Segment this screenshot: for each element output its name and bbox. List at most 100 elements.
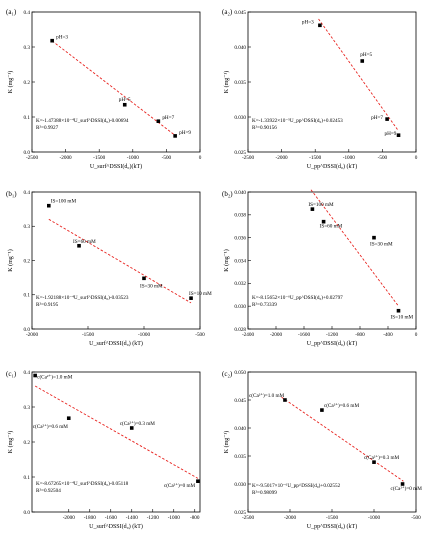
r-squared: R²=0.90156 — [252, 125, 277, 131]
point-annotation: IS=10 mM — [189, 291, 212, 297]
y-tick-label: 0.4 — [24, 190, 31, 196]
panel-label: (c₂) — [222, 370, 233, 378]
x-tick-label: -1000 — [368, 515, 381, 521]
data-point — [385, 117, 389, 121]
fit-line — [34, 385, 199, 479]
x-axis-title: U_pp^DSSI(d₀) (kT) — [307, 163, 357, 170]
x-tick-label: -1500 — [326, 515, 339, 521]
point-annotation: pH=5 — [119, 97, 131, 103]
data-point — [66, 416, 71, 420]
r-squared: R²=0.73339 — [252, 302, 277, 308]
y-axis-title: K (mg⁻¹) — [7, 431, 14, 453]
data-point — [142, 276, 146, 281]
plot-frame — [31, 191, 201, 330]
fit-equation: K=-8.67265×10⁻⁴U_surf^DSSI(d₀)-0.05118 — [36, 480, 129, 487]
r-squared: R²=0.92504 — [36, 488, 61, 494]
x-tick-label: -2000 — [63, 515, 76, 521]
x-axis-title: U_surf^DSSI(d₀)(kT) — [90, 163, 142, 170]
point-annotation: c(Ca²⁺)=0.3 mM — [364, 454, 400, 461]
y-axis-title: K (mg⁻¹) — [7, 71, 14, 93]
fit-line — [310, 189, 399, 307]
point-annotation: c(Ca²⁺)=0 mM — [391, 485, 423, 492]
chart-panel-3: -2000 -1500 -1000 -500 0.0 0.1 0.2 0.3 0.4 IS=100… — [6, 190, 212, 347]
y-tick-label: 0.045 — [234, 398, 246, 404]
y-tick-label: 0.0 — [24, 327, 31, 333]
point-annotation: pH=5 — [360, 52, 372, 58]
x-tick-label: -1400 — [126, 515, 139, 521]
y-tick-label: 0.034 — [234, 258, 246, 264]
x-tick-label: -2000 — [276, 155, 289, 161]
chart-panel-1: -2500 -2000 -1500 -1000 -500 0 0.0 0.1 0.2 0.3 0.4… — [6, 8, 202, 170]
y-tick-label: 0.030 — [234, 304, 246, 310]
point-annotation: pH=9 — [385, 131, 397, 137]
fit-equation: K=-9.5017×10⁻⁶U_pp^DSSI(d₀)+0.02552 — [252, 482, 341, 489]
chart-panel-4: -2400 -2000 -1600 -1200 -800 -400 0 0.028 0.030 0… — [222, 189, 418, 347]
y-tick-label: 0.1 — [24, 293, 31, 299]
data-point — [50, 38, 54, 43]
point-annotation: c(Ca²⁺)=1.0 mM — [249, 392, 285, 399]
x-tick-label: -500 — [195, 332, 205, 338]
chart-panel-2: -2500 -2000 -1500 -1000 -500 0 0.025 0.030 0.035… — [222, 8, 418, 170]
point-annotation: pH=9 — [179, 130, 191, 136]
x-tick-label: -2000 — [270, 332, 283, 338]
panel-label: (a₁) — [6, 8, 17, 16]
y-tick-label: 0.4 — [24, 370, 31, 376]
y-tick-label: 0.1 — [24, 115, 31, 121]
x-tick-label: -500 — [378, 155, 388, 161]
x-axis-title: U_surf^DSSI(d₀) (kT) — [89, 523, 143, 530]
y-tick-label: 0.3 — [24, 45, 31, 51]
y-tick-label: 0.045 — [234, 10, 246, 16]
point-annotation: c(Ca²⁺)=0.3 mM — [120, 420, 156, 427]
x-tick-label: -1000 — [168, 515, 181, 521]
x-tick-label: -2000 — [26, 332, 39, 338]
x-tick-label: -1200 — [326, 332, 339, 338]
point-annotation: IS=100 mM — [51, 199, 77, 205]
x-tick-label: -1200 — [147, 515, 160, 521]
data-point — [372, 460, 376, 464]
r-squared: R²=0.98099 — [252, 490, 277, 496]
point-annotation: IS=100 mM — [308, 202, 334, 208]
x-tick-label: -800 — [355, 332, 365, 338]
x-tick-label: -1000 — [343, 155, 356, 161]
fit-line — [318, 18, 399, 132]
point-annotation: IS=30 mM — [140, 283, 163, 289]
fit-equation: K=-1.92188×10⁻⁴U_surf^DSSI(d₀)-0.03523 — [36, 294, 129, 301]
y-tick-label: 0.035 — [234, 454, 246, 460]
x-axis-title: U_surf^DSSI(d₀) (kT) — [89, 340, 143, 347]
r-squared: R²=0.9927 — [36, 125, 59, 131]
y-tick-label: 0.025 — [234, 150, 246, 156]
point-annotation: pH=7 — [162, 115, 174, 121]
fit-line — [51, 40, 176, 136]
y-tick-label: 0.3 — [24, 405, 31, 411]
fit-equation: K=-1.33922×10⁻⁵U_pp^DSSI(d₀)+0.02453 — [252, 117, 343, 124]
point-annotation: IS=30 mM — [370, 242, 393, 248]
y-tick-label: 0.025 — [234, 510, 246, 516]
x-tick-label: -500 — [411, 515, 421, 521]
data-point — [283, 398, 287, 402]
y-tick-label: 0.040 — [234, 426, 246, 432]
x-tick-label: -1500 — [82, 332, 95, 338]
x-tick-label: -800 — [190, 515, 200, 521]
x-tick-label: 0 — [415, 332, 418, 338]
panel-label: (c₁) — [6, 370, 17, 378]
panel-label: (b₂) — [222, 190, 233, 198]
data-point — [33, 373, 37, 378]
x-tick-label: -400 — [383, 332, 393, 338]
x-tick-label: 0 — [415, 155, 418, 161]
data-point — [400, 482, 405, 486]
x-tick-label: -1000 — [138, 332, 151, 338]
point-annotation: IS=60 mM — [320, 224, 343, 230]
y-tick-label: 0.036 — [234, 235, 246, 241]
x-tick-label: -1000 — [127, 155, 140, 161]
chart-panel-5: -2000 -1800 -1600 -1400 -1200 -1000 -800 0.0 0.1… — [6, 370, 201, 530]
x-tick-label: -1800 — [84, 515, 97, 521]
data-point — [360, 59, 365, 63]
y-tick-label: 0.0 — [24, 510, 31, 516]
plot-frame — [247, 191, 417, 330]
data-point — [77, 243, 81, 248]
y-axis-title: K (mg⁻¹) — [223, 71, 230, 93]
y-tick-label: 0.050 — [234, 370, 246, 376]
x-tick-label: -2500 — [242, 515, 255, 521]
panel-label: (a₂) — [222, 8, 233, 16]
